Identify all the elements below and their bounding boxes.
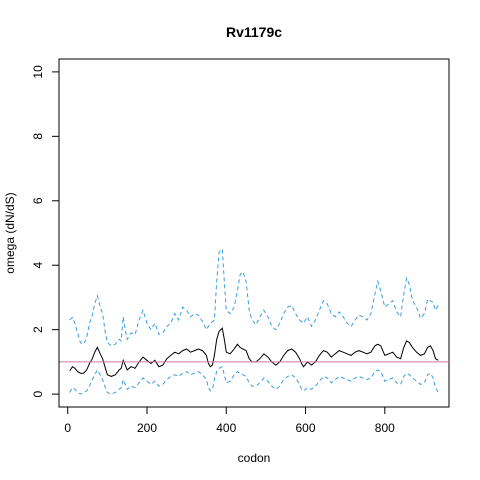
x-axis-label: codon xyxy=(238,451,271,465)
y-tick-label: 6 xyxy=(31,197,45,204)
y-axis-label: omega (dN/dS) xyxy=(3,192,17,273)
x-tick-label: 0 xyxy=(64,421,71,435)
series-layer xyxy=(69,247,439,395)
x-tick-label: 400 xyxy=(216,421,236,435)
x-tick-label: 800 xyxy=(375,421,395,435)
series-line-omega xyxy=(69,327,439,377)
x-tick-label: 600 xyxy=(296,421,316,435)
y-tick-label: 8 xyxy=(31,133,45,140)
series-line-lower xyxy=(69,365,439,395)
y-tick-label: 2 xyxy=(31,326,45,333)
series-line-upper xyxy=(69,247,439,347)
x-axis: 0 200 400 600 800 xyxy=(64,406,395,435)
chart-title: Rv1179c xyxy=(226,24,282,40)
x-tick-label: 200 xyxy=(137,421,157,435)
plot-frame xyxy=(58,58,450,408)
y-tick-label: 4 xyxy=(31,262,45,269)
y-axis: 0 2 4 6 8 10 xyxy=(31,65,60,397)
y-tick-label: 10 xyxy=(31,65,45,79)
y-tick-label: 0 xyxy=(31,390,45,397)
